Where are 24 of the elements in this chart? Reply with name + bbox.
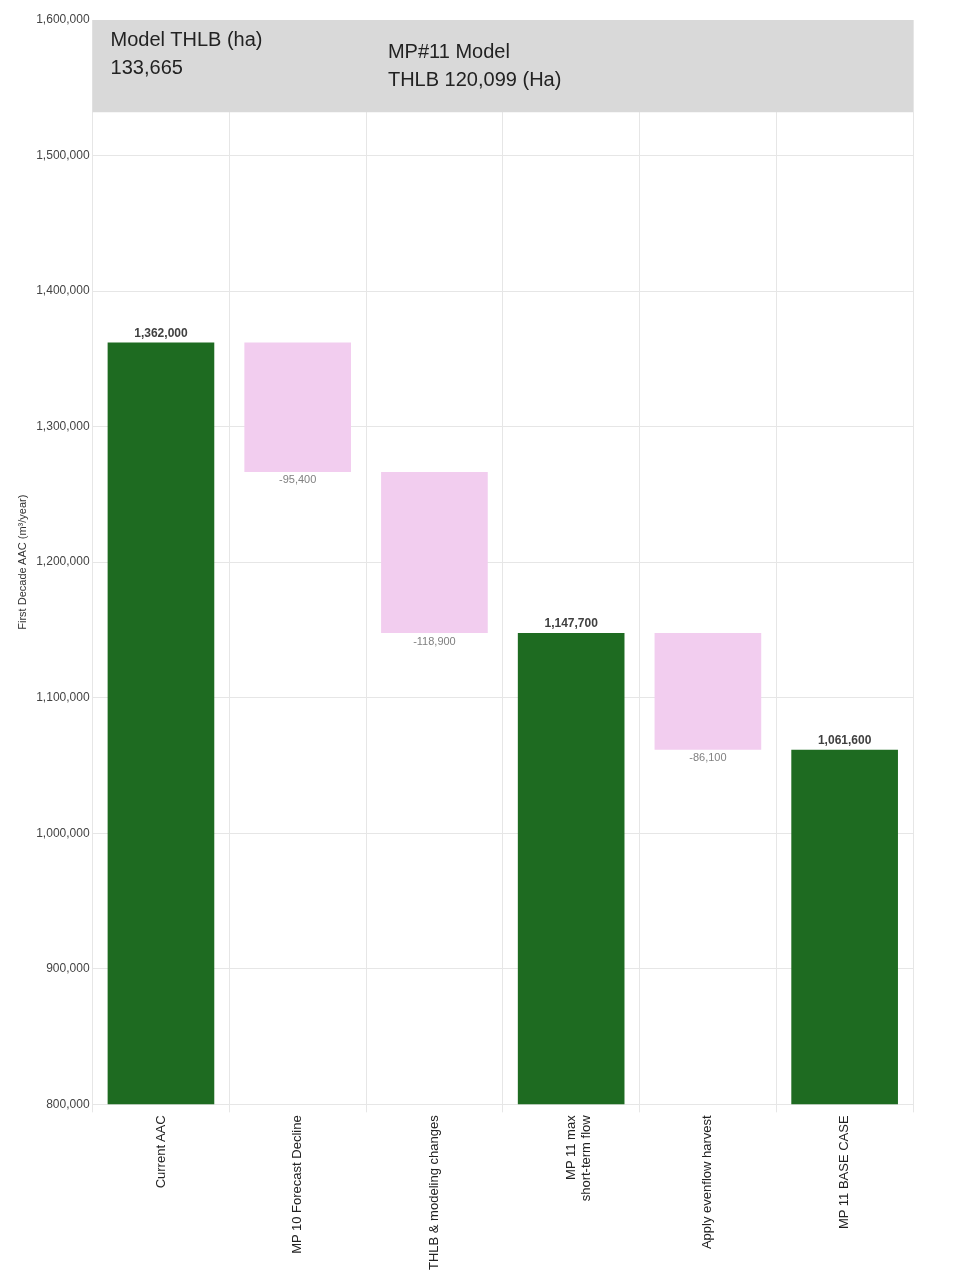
y-tick-label: 800,000 bbox=[46, 1096, 90, 1111]
y-tick-label: 1,300,000 bbox=[36, 418, 90, 433]
data-label: -95,400 bbox=[279, 473, 317, 486]
annotation: Model THLB (ha) 133,665 bbox=[110, 27, 263, 78]
data-label: 1,362,000 bbox=[134, 325, 188, 340]
x-tick-label: Apply evenflow harvest bbox=[699, 1114, 715, 1250]
annotation: MP#11 Model THLB 120,099 (Ha) bbox=[387, 39, 562, 90]
y-tick-label: 1,500,000 bbox=[36, 147, 90, 162]
data-label: 1,147,700 bbox=[544, 616, 599, 631]
data-label: -86,100 bbox=[689, 751, 727, 764]
y-tick-label: 1,200,000 bbox=[36, 554, 90, 569]
x-tick-label: THLB & modeling changes bbox=[426, 1114, 441, 1271]
x-tick-label: MP 11 max short-term flow bbox=[562, 1114, 594, 1202]
y-tick-label: 1,600,000 bbox=[36, 12, 90, 27]
data-label: 1,061,600 bbox=[817, 733, 872, 748]
y-tick-label: 1,100,000 bbox=[36, 690, 90, 705]
y-tick-label: 1,000,000 bbox=[36, 825, 90, 840]
x-tick-label: MP 10 Forecast Decline bbox=[289, 1115, 305, 1254]
data-label: -118,900 bbox=[413, 634, 456, 647]
y-axis-title: First Decade AAC (m³/year) bbox=[15, 494, 28, 630]
y-tick-label: 1,400,000 bbox=[36, 283, 90, 298]
x-tick-label: MP 11 BASE CASE bbox=[836, 1115, 852, 1230]
y-tick-label: 900,000 bbox=[46, 961, 90, 976]
x-tick-label: Current AAC bbox=[152, 1115, 168, 1189]
